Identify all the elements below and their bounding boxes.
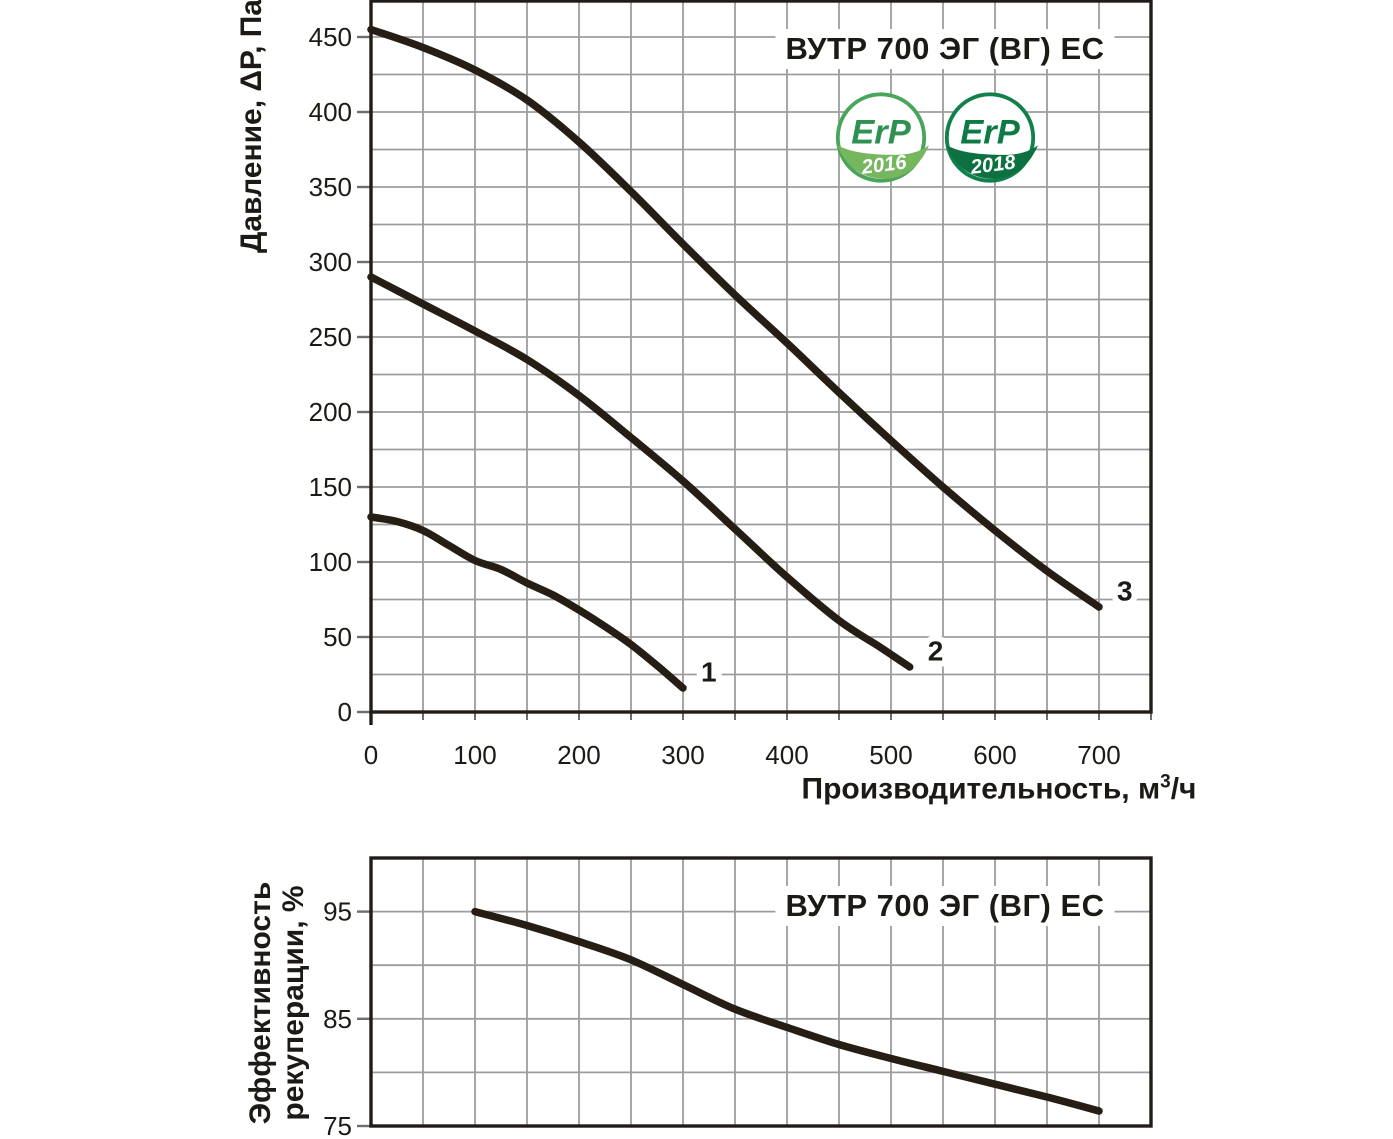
erp-2018-badge: ErP 2018 <box>944 92 1038 183</box>
x-tick-label: 200 <box>557 740 600 770</box>
y-tick-label: 150 <box>309 472 352 502</box>
y-tick-label: 75 <box>323 1111 352 1139</box>
y-tick-label: 100 <box>309 547 352 577</box>
erp-2018-leaf-icon <box>946 145 1038 179</box>
curve-label-1: 1 <box>701 656 717 687</box>
efficiency-y-axis-label: Эффективность рекуперации, % <box>244 882 310 1125</box>
y-tick-label: 0 <box>338 697 352 727</box>
pressure-chart-title: ВУТР 700 ЭГ (ВГ) ЕС <box>775 29 1115 69</box>
y-tick-label: 200 <box>309 397 352 427</box>
erp-2018-label: ErP <box>960 113 1020 151</box>
y-tick-label: 50 <box>323 622 352 652</box>
plot-frame <box>369 856 1153 1128</box>
x-tick-label: 100 <box>453 740 496 770</box>
x-axis-label-main: Производительность, м <box>801 772 1161 806</box>
curve-2 <box>367 273 914 671</box>
efficiency-y-axis-label-line1: Эффективность <box>244 881 277 1125</box>
efficiency-y-axis-label-line2: рекуперации, % <box>277 885 310 1121</box>
y-tick-label: 400 <box>309 97 352 127</box>
y-tick-label: 300 <box>309 247 352 277</box>
erp-2016-leaf-icon <box>837 145 929 179</box>
x-axis-label-superscript: 3 <box>1160 771 1171 793</box>
curve-1 <box>367 513 687 692</box>
erp-2016-badge: ErP 2016 <box>835 92 929 183</box>
plot-frame <box>369 0 1153 714</box>
x-tick-label: 500 <box>869 740 912 770</box>
y-tick-label: 250 <box>309 322 352 352</box>
pressure-y-axis-label: Давление, ΔP, Па <box>235 0 268 253</box>
x-tick-label: 700 <box>1077 740 1120 770</box>
x-tick-label: 400 <box>765 740 808 770</box>
x-tick-label: 600 <box>973 740 1016 770</box>
y-tick-label: 450 <box>309 22 352 52</box>
curve-3 <box>367 25 1103 611</box>
y-tick-label: 350 <box>309 172 352 202</box>
x-tick-label: 300 <box>661 740 704 770</box>
erp-2016-label: ErP <box>851 113 911 151</box>
curve-efficiency <box>471 907 1103 1115</box>
y-tick-label: 95 <box>323 897 352 927</box>
curve-label-3: 3 <box>1117 575 1133 606</box>
x-axis-label-tail: /ч <box>1170 772 1197 806</box>
efficiency-chart-title: ВУТР 700 ЭГ (ВГ) ЕС <box>775 886 1115 926</box>
curve-label-2: 2 <box>928 635 944 666</box>
pressure-x-axis-label: Производительность, м3/ч <box>802 772 1197 807</box>
x-tick-label: 0 <box>364 740 378 770</box>
y-tick-label: 85 <box>323 1004 352 1034</box>
erp-badges: ErP 2016 ErP 2018 <box>833 90 1038 187</box>
